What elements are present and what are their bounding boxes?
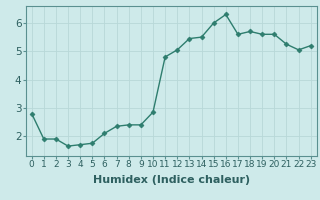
X-axis label: Humidex (Indice chaleur): Humidex (Indice chaleur) [92,175,250,185]
